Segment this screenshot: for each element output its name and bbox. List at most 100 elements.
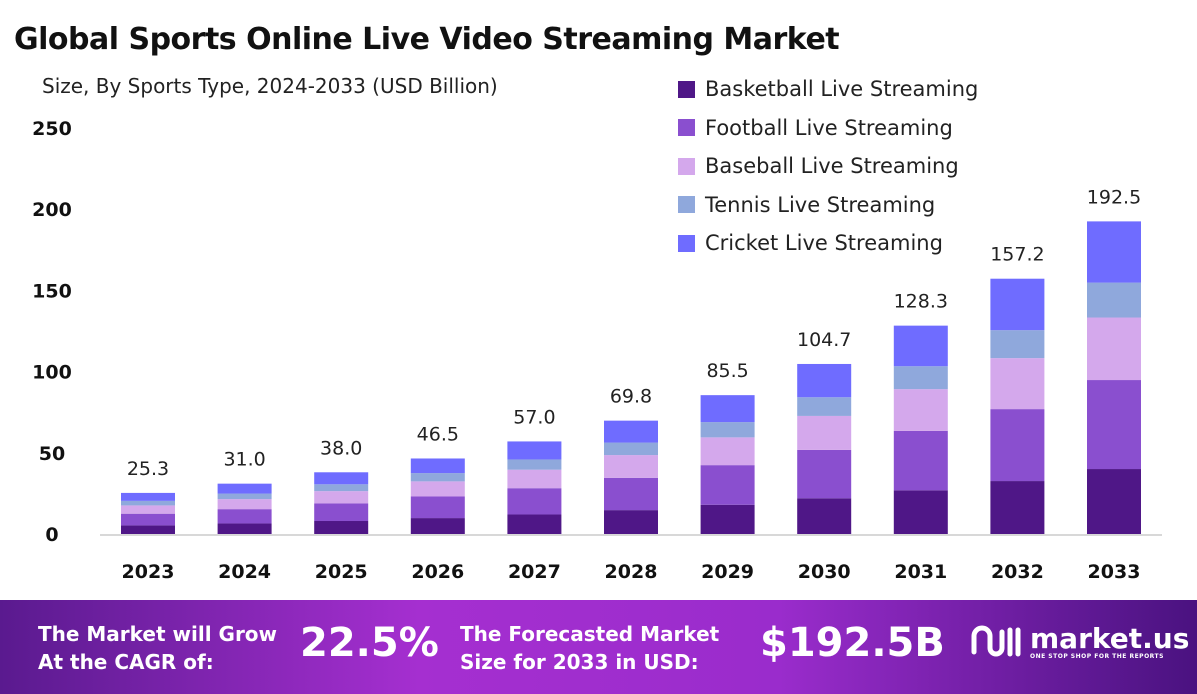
legend-label: Basketball Live Streaming [705, 77, 979, 102]
total-label: 85.5 [706, 360, 748, 382]
forecast-value: $192.5B [760, 620, 945, 666]
bar-segment-baseball [314, 491, 369, 504]
y-tick-label: 100 [32, 362, 72, 384]
bar-segment-basketball [1087, 469, 1141, 534]
bar-segment-football [314, 503, 369, 522]
x-tick-label: 2023 [122, 561, 175, 583]
x-tick-label: 2028 [605, 561, 658, 583]
bar-segment-football [797, 449, 852, 499]
bar-segment-football [121, 513, 175, 526]
bar-segment-baseball [797, 415, 852, 450]
bar-segment-baseball [217, 499, 272, 510]
legend-label: Cricket Live Streaming [705, 231, 943, 256]
bar-segment-cricket [604, 420, 658, 443]
footer-banner: The Market will Grow At the CAGR of: 22.5… [0, 600, 1197, 694]
chart-subtitle: Size, By Sports Type, 2024-2033 (USD Bil… [42, 74, 498, 98]
logo-tagline: ONE STOP SHOP FOR THE REPORTS [1030, 652, 1164, 660]
x-tick-label: 2033 [1088, 561, 1141, 583]
bar-segment-cricket [990, 278, 1045, 331]
forecast-label-line2: Size for 2033 in USD: [460, 650, 699, 674]
bar-segment-basketball [604, 510, 658, 534]
legend-swatch [678, 157, 695, 175]
bar-segment-football [410, 496, 465, 519]
bar-segment-baseball [507, 469, 562, 489]
bar-segment-tennis [217, 493, 272, 500]
y-tick-label: 200 [32, 199, 72, 221]
x-tick-label: 2025 [315, 561, 368, 583]
bar-segment-tennis [507, 459, 562, 470]
legend-label: Baseball Live Streaming [705, 154, 959, 179]
legend-item: Tennis Live Streaming [678, 186, 978, 225]
bar-segment-basketball [217, 523, 272, 534]
bar-segment-football [1087, 380, 1141, 470]
total-label: 57.0 [513, 406, 555, 428]
bar-segment-tennis [1087, 282, 1141, 318]
bar-segment-basketball [314, 521, 369, 534]
forecast-label: The Forecasted Market Size for 2033 in US… [460, 620, 719, 676]
legend-swatch [678, 196, 695, 214]
bar-segment-baseball [121, 505, 175, 514]
chart: 0 50 100 150 200 250 25.3 2023 31.0 2024 38.0 2025 4… [32, 118, 1162, 583]
y-tick-label: 150 [32, 280, 72, 302]
legend-label: Tennis Live Streaming [705, 192, 936, 217]
x-tick-label: 2026 [411, 561, 464, 583]
total-label: 192.5 [1087, 186, 1141, 208]
bar-segment-football [700, 465, 755, 505]
logo-text: market.us [1030, 621, 1190, 655]
bar-segment-tennis [990, 330, 1045, 359]
bar-segment-baseball [893, 389, 948, 431]
total-label: 128.3 [894, 291, 948, 313]
cagr-label-line2: At the CAGR of: [38, 650, 214, 674]
bar-segment-football [507, 488, 562, 515]
legend-swatch [678, 80, 695, 98]
bar-segment-basketball [507, 514, 562, 534]
legend-item: Football Live Streaming [678, 109, 978, 148]
x-tick-label: 2029 [701, 561, 754, 583]
bar-segment-basketball [410, 518, 465, 534]
y-tick-label: 0 [45, 524, 58, 546]
legend-item: Cricket Live Streaming [678, 224, 978, 263]
total-label: 157.2 [990, 244, 1044, 266]
bar-segment-cricket [121, 492, 175, 501]
cagr-label: The Market will Grow At the CAGR of: [38, 620, 277, 676]
legend-swatch [678, 234, 695, 252]
chart-title: Global Sports Online Live Video Streamin… [14, 22, 840, 57]
legend-label: Football Live Streaming [705, 115, 953, 140]
bar-segment-cricket [217, 483, 272, 494]
y-tick-label: 50 [39, 443, 65, 465]
total-label: 46.5 [417, 423, 459, 445]
bar-segment-cricket [797, 363, 852, 398]
bar-segment-basketball [990, 481, 1045, 534]
bar-segment-baseball [604, 455, 658, 478]
total-label: 38.0 [320, 437, 362, 459]
bar-segment-baseball [410, 481, 465, 497]
bar-segment-cricket [700, 395, 755, 423]
logo-icon [971, 625, 1021, 657]
bar-segment-basketball [797, 498, 852, 534]
bar-segment-tennis [604, 442, 658, 456]
bar-segment-football [990, 409, 1045, 482]
x-tick-label: 2032 [991, 561, 1044, 583]
total-label: 31.0 [223, 449, 265, 471]
legend-item: Basketball Live Streaming [678, 70, 978, 109]
bar-segment-tennis [797, 397, 852, 416]
bar-segment-cricket [507, 441, 562, 460]
bar-segment-cricket [1087, 221, 1141, 283]
cagr-value: 22.5% [300, 620, 439, 666]
total-label: 104.7 [797, 329, 851, 351]
cagr-label-line1: The Market will Grow [38, 622, 278, 646]
legend-swatch [678, 119, 695, 137]
x-tick-label: 2031 [894, 561, 947, 583]
bar-segment-tennis [410, 473, 465, 482]
bar-segment-football [217, 509, 272, 524]
bar-segment-tennis [121, 500, 175, 506]
total-label: 25.3 [127, 458, 169, 480]
bar-segment-baseball [700, 437, 755, 466]
bar-segment-basketball [121, 525, 175, 534]
bar-segment-baseball [1087, 317, 1141, 381]
bar-segment-tennis [893, 366, 948, 390]
bar-segment-football [604, 477, 658, 511]
bar-segment-baseball [990, 358, 1045, 410]
bar-segment-basketball [893, 490, 948, 534]
total-label: 69.8 [610, 386, 652, 408]
